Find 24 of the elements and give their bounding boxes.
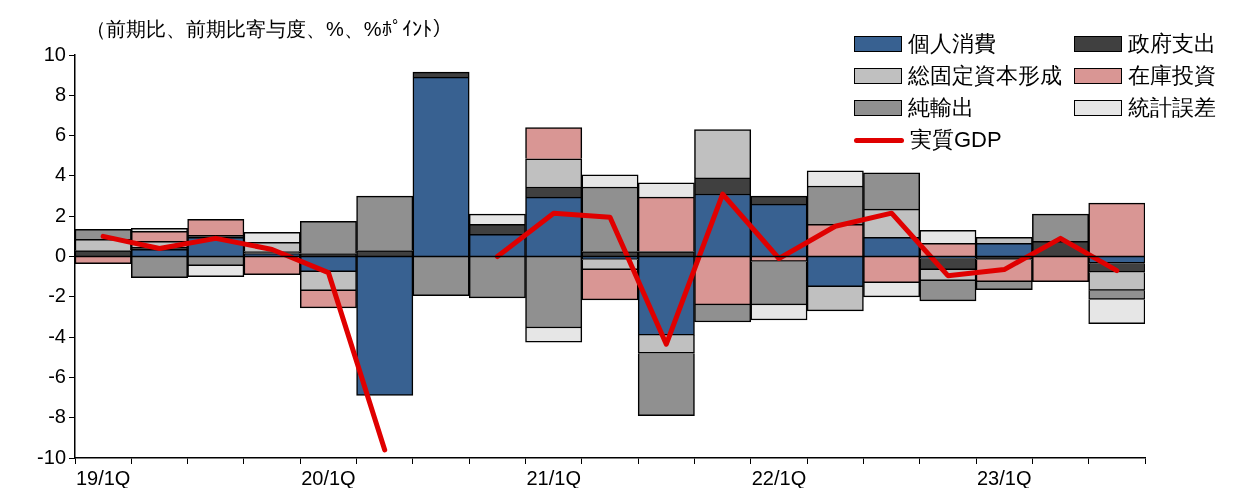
x-tick-label: 23/1Q (976, 466, 1032, 489)
y-tick-label: -6 (48, 364, 66, 387)
y-axis-title: （前期比、前期比寄与度、%、%ﾎﾟｲﾝﾄ） (86, 17, 452, 42)
y-tick-label: -2 (48, 284, 66, 307)
y-tick-label: 0 (54, 244, 66, 267)
y-tick-label: -10 (37, 445, 66, 468)
legend-label: 実質GDP (910, 126, 1002, 154)
y-tick-label: 8 (54, 82, 66, 105)
y-tick-label: -8 (48, 405, 66, 428)
x-tick-label: 20/1Q (301, 466, 356, 489)
x-tick-label: 19/1Q (75, 466, 131, 489)
x-tick-label: 21/1Q (526, 466, 581, 489)
legend-label: 在庫投資 (1128, 62, 1216, 90)
y-tick-label: -4 (48, 324, 66, 347)
legend-label: 政府支出 (1128, 30, 1216, 58)
y-tick-label: 4 (54, 163, 66, 186)
y-tick-label: 6 (54, 123, 66, 146)
legend-label: 総固定資本形成 (908, 62, 1062, 90)
y-tick-label: 10 (43, 42, 66, 65)
y-tick-label: 2 (54, 203, 66, 226)
legend-label: 統計誤差 (1128, 94, 1216, 122)
legend-label: 個人消費 (908, 30, 996, 58)
x-tick-label: 22/1Q (751, 466, 807, 489)
legend-label: 純輸出 (908, 94, 974, 122)
